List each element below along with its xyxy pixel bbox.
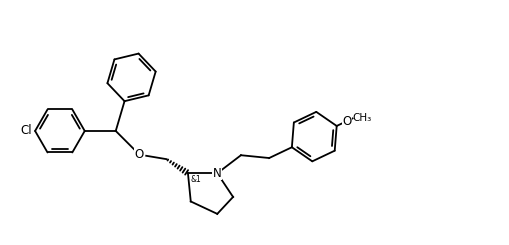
Text: N: N <box>213 167 221 180</box>
Text: Cl: Cl <box>20 124 32 137</box>
Text: O: O <box>342 115 351 128</box>
Text: O: O <box>135 148 144 161</box>
Text: CH₃: CH₃ <box>353 113 372 123</box>
Text: &1: &1 <box>190 175 201 184</box>
